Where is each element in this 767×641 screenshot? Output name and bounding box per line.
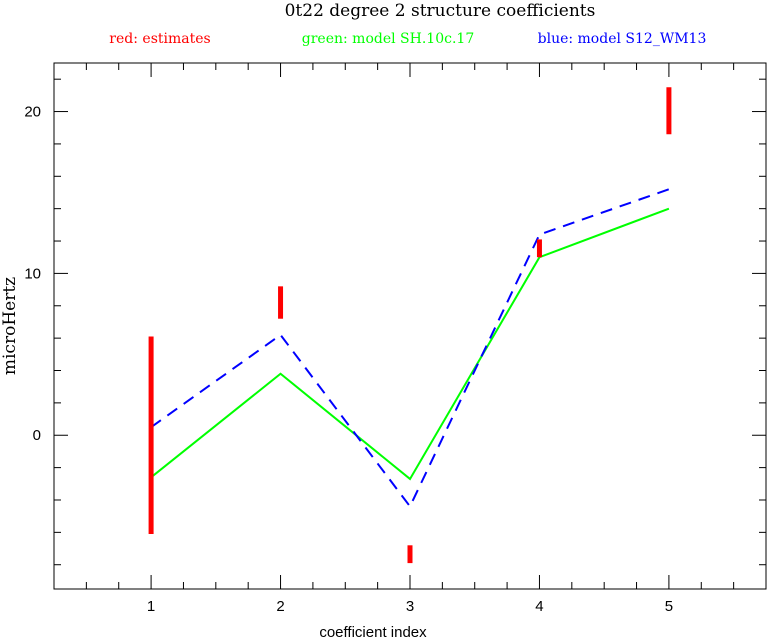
estimate-bars bbox=[148, 87, 672, 564]
y-tick-label: 10 bbox=[24, 265, 41, 282]
y-axis: 0 10 20 bbox=[24, 104, 766, 444]
y-axis-label: microHertz bbox=[0, 277, 20, 375]
y-tick-label: 0 bbox=[33, 427, 41, 444]
minor-ticks bbox=[53, 63, 767, 589]
series-layer bbox=[150, 188, 670, 509]
x-tick-label: 5 bbox=[665, 598, 673, 615]
x-axis-label: coefficient index bbox=[319, 624, 427, 641]
plot-frame bbox=[53, 62, 767, 590]
x-tick-label: 1 bbox=[147, 598, 155, 615]
series-line bbox=[150, 207, 670, 481]
legend-model-sh10c17: green: model SH.10c.17 bbox=[302, 31, 474, 47]
y-tick-label: 20 bbox=[24, 104, 41, 121]
chart-title: 0t22 degree 2 structure coefficients bbox=[285, 1, 596, 21]
x-axis: 1 2 3 4 5 bbox=[147, 63, 673, 615]
x-tick-label: 2 bbox=[276, 598, 284, 615]
legend-model-s12wm13: blue: model S12_WM13 bbox=[538, 31, 707, 47]
x-tick-label: 4 bbox=[535, 598, 543, 615]
series-line bbox=[150, 188, 670, 509]
legend-estimates: red: estimates bbox=[109, 31, 210, 47]
x-tick-label: 3 bbox=[406, 598, 414, 615]
